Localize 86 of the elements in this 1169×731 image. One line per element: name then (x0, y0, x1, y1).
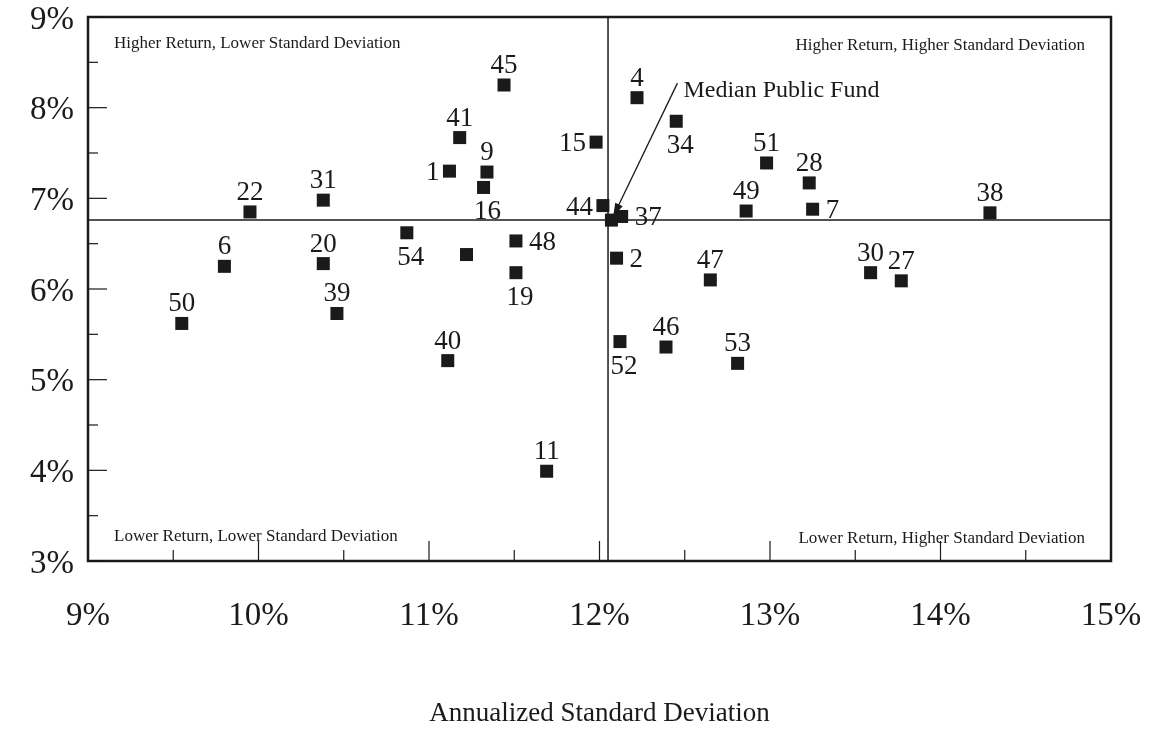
annotation: 20 (309, 227, 337, 258)
point (630, 91, 644, 105)
annotation: Higher Return, Lower Standard Deviation (114, 33, 402, 52)
point (243, 205, 257, 219)
annotation: 22 (236, 175, 264, 206)
annotation: 16 (474, 195, 502, 226)
point (453, 131, 467, 145)
point (589, 135, 603, 149)
y-tick-label: 8% (30, 90, 74, 127)
point (480, 165, 494, 179)
point (802, 176, 816, 190)
x-tick-label: 14% (910, 596, 971, 632)
x-tick-label: 11% (399, 596, 459, 632)
point (217, 259, 231, 273)
point (739, 204, 753, 218)
annotation: 47 (696, 243, 724, 274)
point (460, 248, 474, 262)
annotation: 54 (397, 240, 425, 271)
point (509, 266, 523, 280)
x-tick-label: 12% (569, 596, 630, 632)
y-tick-label: 6% (30, 271, 74, 308)
point (400, 226, 414, 240)
point (731, 356, 745, 370)
x-tick-label: 9% (66, 596, 110, 632)
point (604, 213, 618, 227)
point (330, 306, 344, 320)
annotation: 9 (480, 136, 494, 167)
y-tick-label: 4% (30, 452, 74, 489)
point (703, 273, 717, 287)
annotation: Higher Return, Higher Standard Deviation (795, 35, 1086, 54)
point (497, 78, 511, 92)
point (864, 266, 878, 280)
annotation: 44 (565, 190, 594, 221)
y-tick-label: 3% (30, 543, 74, 580)
x-tick-label: 10% (228, 596, 289, 632)
point (596, 199, 610, 213)
y-tick-label: 7% (30, 180, 74, 217)
point (509, 234, 523, 248)
annotation: 1 (425, 156, 440, 187)
x-axis-title: Annualized Standard Deviation (429, 697, 771, 727)
point (540, 464, 554, 478)
annotation: 31 (309, 164, 337, 195)
annotation: 4 (630, 61, 645, 92)
annotation: 49 (732, 175, 760, 206)
point (669, 114, 683, 128)
point (441, 354, 455, 368)
point (175, 316, 189, 330)
point (806, 202, 820, 216)
annotation: 7 (825, 194, 840, 225)
point (613, 335, 627, 349)
annotation: 48 (528, 225, 556, 256)
point (610, 251, 624, 265)
point (894, 274, 908, 288)
annotation: 41 (446, 101, 474, 132)
annotation: 51 (753, 126, 781, 157)
annotation: 45 (490, 49, 518, 79)
point (316, 193, 330, 207)
annotation: Median Public Fund (683, 76, 880, 103)
point (983, 206, 997, 220)
annotation: 27 (887, 244, 915, 275)
annotation: 39 (323, 277, 351, 308)
annotation: 40 (434, 324, 462, 355)
x-tick-label: 15% (1080, 596, 1142, 632)
annotation: 46 (652, 311, 680, 342)
y-tick-label: 5% (30, 362, 74, 399)
annotation: 30 (857, 236, 885, 267)
annotation: 50 (168, 287, 196, 318)
point (659, 340, 673, 354)
annotation: 6 (217, 230, 232, 261)
annotation: 11 (533, 435, 560, 466)
point (477, 180, 491, 194)
annotation: 15 (559, 127, 587, 158)
annotation: 34 (666, 129, 695, 160)
annotation: 19 (506, 280, 534, 311)
annotation: 38 (976, 176, 1004, 207)
annotation: Lower Return, Lower Standard Deviation (114, 526, 399, 545)
annotation: 53 (724, 327, 752, 358)
x-tick-label: 13% (739, 596, 801, 632)
y-tick-label: 9% (30, 0, 74, 36)
point (442, 164, 456, 178)
annotation: Lower Return, Higher Standard Deviation (798, 528, 1086, 547)
point (316, 257, 330, 271)
annotation: 52 (610, 349, 638, 380)
annotation: 28 (795, 146, 823, 177)
point (760, 156, 774, 170)
annotation: 2 (629, 243, 644, 274)
